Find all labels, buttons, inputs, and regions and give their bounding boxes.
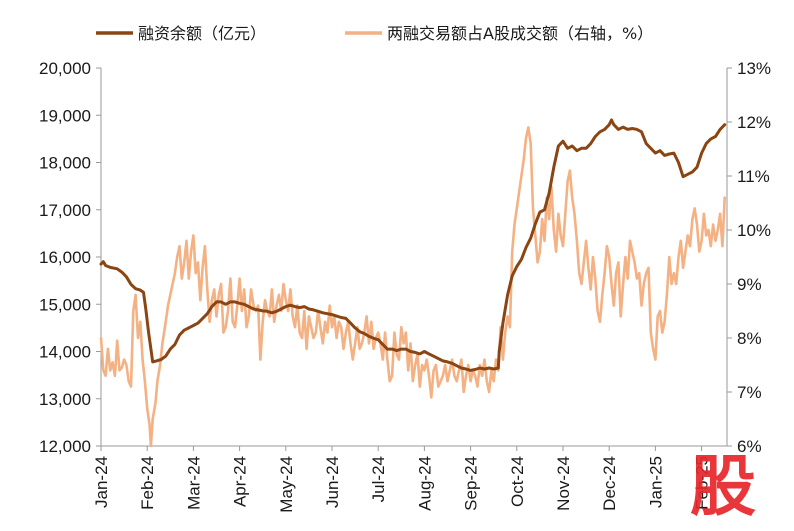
- right-tick-label: 10%: [737, 221, 771, 240]
- x-tick-label: Mar-24: [184, 456, 203, 510]
- left-tick-label: 15,000: [39, 295, 91, 314]
- series-layer: [99, 118, 727, 448]
- x-tick-label: Nov-24: [554, 456, 573, 511]
- gu-stamp-watermark: 股: [690, 448, 756, 525]
- x-tick-label: Oct-24: [508, 456, 527, 507]
- x-axis-ticks: Jan-24 Feb-24 Mar-24 Apr-24 May-24 Jun-24 Jul-…: [92, 446, 712, 513]
- left-tick-label: 13,000: [39, 390, 91, 409]
- right-tick-label: 8%: [737, 329, 762, 348]
- right-tick-label: 12%: [737, 113, 771, 132]
- series-line-margin-turnover-ratio: [99, 126, 726, 448]
- right-tick-label: 9%: [737, 275, 762, 294]
- right-tick-label: 13%: [737, 59, 771, 78]
- left-axis-ticks: 12,000 13,000 14,000 15,000 16,000 17,000 18,0…: [39, 59, 101, 456]
- x-tick-label: Aug-24: [415, 456, 434, 511]
- left-tick-label: 18,000: [39, 154, 91, 173]
- right-tick-label: 11%: [737, 167, 770, 186]
- x-tick-label: Jun-24: [323, 456, 342, 508]
- legend-label-margin-balance: 融资余额（亿元）: [138, 24, 266, 43]
- x-tick-label: Feb-24: [138, 456, 157, 510]
- left-tick-label: 16,000: [39, 248, 91, 267]
- left-tick-label: 12,000: [39, 437, 91, 456]
- x-tick-label: Jul-24: [369, 456, 388, 502]
- x-tick-label: Feb-25: [693, 456, 712, 510]
- right-tick-label: 7%: [737, 383, 762, 402]
- legend-label-margin-turnover-ratio: 两融交易额占A股成交额（右轴，%）: [387, 24, 653, 43]
- x-tick-label: Dec-24: [600, 456, 619, 511]
- x-tick-label: Jan-24: [92, 456, 111, 508]
- x-tick-label: Sep-24: [462, 456, 481, 511]
- x-tick-label: Jan-25: [646, 456, 665, 508]
- x-tick-label: May-24: [277, 456, 296, 513]
- left-tick-label: 20,000: [39, 59, 91, 78]
- series-line-margin-balance: [99, 118, 727, 372]
- svg-text:股: 股: [690, 448, 756, 525]
- x-tick-label: Apr-24: [231, 456, 250, 507]
- left-tick-label: 17,000: [39, 201, 91, 220]
- left-tick-label: 14,000: [39, 343, 91, 362]
- right-tick-label: 6%: [737, 437, 762, 456]
- legend: 融资余额（亿元） 两融交易额占A股成交额（右轴，%）: [96, 24, 653, 43]
- left-tick-label: 19,000: [39, 106, 91, 125]
- right-axis-ticks: 6% 7% 8% 9% 10% 11% 12% 13%: [727, 59, 771, 456]
